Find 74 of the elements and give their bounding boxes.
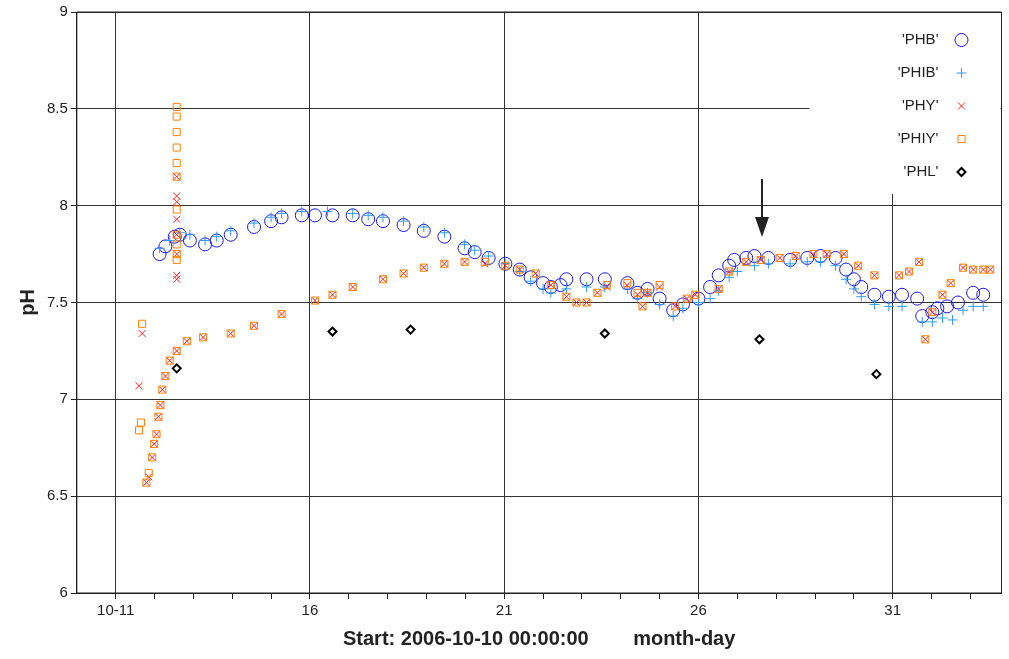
point <box>525 275 537 287</box>
point <box>814 256 826 268</box>
point <box>967 300 979 312</box>
point <box>916 316 928 328</box>
point <box>321 205 333 217</box>
point <box>459 238 471 250</box>
point <box>723 271 735 283</box>
point <box>704 293 716 305</box>
point <box>947 314 959 326</box>
x-axis-title: Start: 2006-10-10 00:00:00 month-day <box>342 626 737 649</box>
y-tick-label: 6.5 <box>46 486 68 504</box>
y-tick-label: 8.5 <box>46 98 68 116</box>
y-tick-label: 9 <box>59 2 68 20</box>
point <box>762 258 774 270</box>
point <box>677 302 689 314</box>
point <box>667 310 679 322</box>
point <box>926 316 938 328</box>
point <box>265 211 277 223</box>
point <box>377 211 389 223</box>
point <box>418 221 430 233</box>
x-tick-label: 26 <box>690 601 707 619</box>
point <box>748 260 760 272</box>
point <box>225 225 237 237</box>
point <box>248 217 260 229</box>
point <box>599 328 610 339</box>
point <box>871 369 882 380</box>
point <box>438 227 450 239</box>
y-tick-label: 8 <box>59 195 68 213</box>
point <box>830 260 842 272</box>
point <box>654 298 666 310</box>
point <box>164 235 176 247</box>
point <box>171 363 182 374</box>
point <box>692 297 704 308</box>
y-tick-label: 6 <box>59 583 68 601</box>
point <box>362 209 374 221</box>
point <box>754 334 765 345</box>
y-axis-title: pH <box>15 289 38 316</box>
point <box>896 300 908 312</box>
legend-label: 'PHIB' <box>897 63 939 81</box>
point <box>154 242 166 254</box>
point <box>855 291 867 303</box>
point <box>514 266 526 278</box>
point <box>840 273 852 285</box>
point <box>936 312 948 324</box>
point <box>784 258 796 270</box>
point <box>581 281 593 293</box>
x-tick-label: 31 <box>884 601 902 619</box>
legend-label: 'PHY' <box>901 96 939 114</box>
y-tick-label: 7 <box>59 389 68 407</box>
point <box>883 300 895 312</box>
point <box>199 235 211 247</box>
point <box>868 298 880 310</box>
point <box>957 304 969 316</box>
point <box>848 283 860 295</box>
point <box>398 215 410 227</box>
point <box>211 231 223 243</box>
point <box>296 205 308 217</box>
point <box>731 266 743 278</box>
point <box>560 283 572 295</box>
point <box>469 244 481 256</box>
x-tick-label: 16 <box>301 601 319 619</box>
point <box>977 300 989 312</box>
point <box>276 207 288 219</box>
point <box>347 207 359 219</box>
legend-label: 'PHL' <box>903 162 939 180</box>
point <box>801 256 813 268</box>
point <box>405 324 416 335</box>
legend-label: 'PHIY' <box>897 129 939 147</box>
point <box>327 326 338 337</box>
point <box>184 229 196 241</box>
x-tick-label: 10-11 <box>97 601 135 619</box>
legend-label: 'PHB' <box>901 30 939 48</box>
y-tick-label: 7.5 <box>46 292 68 310</box>
x-tick-label: 21 <box>495 601 513 619</box>
